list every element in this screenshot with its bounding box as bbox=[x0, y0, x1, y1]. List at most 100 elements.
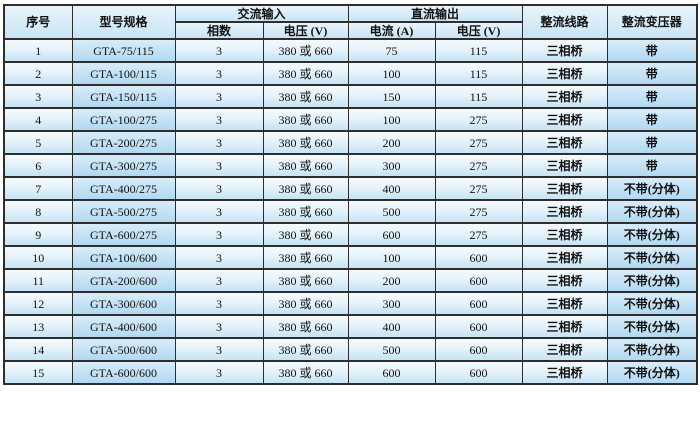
header-dc-current: 电流 (A) bbox=[347, 21, 436, 40]
cell-dc-current: 100 bbox=[347, 107, 436, 132]
cell-circuit: 三相桥 bbox=[521, 360, 608, 385]
cell-serial: 9 bbox=[3, 222, 73, 247]
cell-dc-voltage: 600 bbox=[434, 337, 523, 362]
cell-dc-voltage: 600 bbox=[434, 360, 523, 385]
cell-phases: 3 bbox=[174, 245, 264, 270]
cell-transformer: 不带(分体) bbox=[606, 245, 698, 270]
header-serial: 序号 bbox=[3, 4, 73, 40]
cell-ac-voltage: 380 或 660 bbox=[262, 84, 349, 109]
cell-phases: 3 bbox=[174, 107, 264, 132]
cell-transformer: 带 bbox=[606, 61, 698, 86]
cell-circuit: 三相桥 bbox=[521, 130, 608, 155]
header-group-dc-output: 直流输出 bbox=[347, 4, 523, 23]
header-rectifier-transformer: 整流变压器 bbox=[606, 4, 698, 40]
cell-serial: 7 bbox=[3, 176, 73, 201]
cell-circuit: 三相桥 bbox=[521, 38, 608, 63]
cell-phases: 3 bbox=[174, 314, 264, 339]
cell-phases: 3 bbox=[174, 38, 264, 63]
cell-transformer: 不带(分体) bbox=[606, 291, 698, 316]
cell-transformer: 不带(分体) bbox=[606, 314, 698, 339]
cell-serial: 1 bbox=[3, 38, 73, 63]
cell-dc-voltage: 275 bbox=[434, 153, 523, 178]
cell-model: GTA-100/275 bbox=[71, 107, 176, 132]
cell-model: GTA-600/275 bbox=[71, 222, 176, 247]
cell-ac-voltage: 380 或 660 bbox=[262, 314, 349, 339]
cell-transformer: 带 bbox=[606, 153, 698, 178]
header-group-ac-input: 交流输入 bbox=[174, 4, 349, 23]
cell-transformer: 带 bbox=[606, 38, 698, 63]
cell-dc-current: 75 bbox=[347, 38, 436, 63]
cell-ac-voltage: 380 或 660 bbox=[262, 130, 349, 155]
cell-ac-voltage: 380 或 660 bbox=[262, 176, 349, 201]
cell-model: GTA-400/275 bbox=[71, 176, 176, 201]
cell-dc-voltage: 275 bbox=[434, 107, 523, 132]
cell-model: GTA-600/600 bbox=[71, 360, 176, 385]
cell-phases: 3 bbox=[174, 153, 264, 178]
cell-ac-voltage: 380 或 660 bbox=[262, 245, 349, 270]
cell-serial: 5 bbox=[3, 130, 73, 155]
cell-dc-current: 300 bbox=[347, 153, 436, 178]
cell-phases: 3 bbox=[174, 176, 264, 201]
cell-serial: 12 bbox=[3, 291, 73, 316]
cell-circuit: 三相桥 bbox=[521, 245, 608, 270]
cell-dc-voltage: 275 bbox=[434, 222, 523, 247]
cell-circuit: 三相桥 bbox=[521, 291, 608, 316]
cell-serial: 2 bbox=[3, 61, 73, 86]
table-row: 6 GTA-300/275 3 380 或 660 300 275 三相桥带 bbox=[3, 153, 698, 178]
table-row: 14 GTA-500/600 3 380 或 660 500 600 三相桥 不带(分体) bbox=[3, 337, 698, 362]
cell-dc-current: 150 bbox=[347, 84, 436, 109]
cell-dc-voltage: 600 bbox=[434, 245, 523, 270]
cell-ac-voltage: 380 或 660 bbox=[262, 222, 349, 247]
cell-transformer: 带 bbox=[606, 107, 698, 132]
table-row: 13 GTA-400/600 3 380 或 660 400 600 三相桥 不带(分体) bbox=[3, 314, 698, 339]
cell-ac-voltage: 380 或 660 bbox=[262, 107, 349, 132]
cell-phases: 3 bbox=[174, 360, 264, 385]
cell-circuit: 三相桥 bbox=[521, 153, 608, 178]
cell-transformer: 带 bbox=[606, 130, 698, 155]
cell-circuit: 三相桥 bbox=[521, 84, 608, 109]
cell-circuit: 三相桥 bbox=[521, 107, 608, 132]
cell-dc-voltage: 275 bbox=[434, 199, 523, 224]
cell-serial: 8 bbox=[3, 199, 73, 224]
cell-circuit: 三相桥 bbox=[521, 199, 608, 224]
cell-serial: 15 bbox=[3, 360, 73, 385]
cell-phases: 3 bbox=[174, 84, 264, 109]
header-row-subcolumns: 相数 电压 (V) 电流 (A) 电压 (V) bbox=[4, 21, 697, 40]
table-row: 3 GTA-150/115 3 380 或 660 150 115 三相桥带 bbox=[3, 84, 698, 109]
cell-transformer: 不带(分体) bbox=[606, 360, 698, 385]
cell-model: GTA-300/275 bbox=[71, 153, 176, 178]
cell-dc-voltage: 600 bbox=[434, 291, 523, 316]
cell-dc-voltage: 115 bbox=[434, 61, 523, 86]
cell-circuit: 三相桥 bbox=[521, 61, 608, 86]
cell-model: GTA-150/115 bbox=[71, 84, 176, 109]
cell-ac-voltage: 380 或 660 bbox=[262, 199, 349, 224]
table-body: 1 GTA-75/115 3 380 或 660 75 115 三相桥带 2 GTA-100/1… bbox=[3, 38, 698, 385]
cell-dc-current: 100 bbox=[347, 245, 436, 270]
cell-serial: 13 bbox=[3, 314, 73, 339]
table-row: 8 GTA-500/275 3 380 或 660 500 275 三相桥 不带(分体) bbox=[3, 199, 698, 224]
cell-transformer: 不带(分体) bbox=[606, 222, 698, 247]
header-model: 型号规格 bbox=[71, 4, 176, 40]
cell-ac-voltage: 380 或 660 bbox=[262, 268, 349, 293]
table-row: 5 GTA-200/275 3 380 或 660 200 275 三相桥带 bbox=[3, 130, 698, 155]
cell-phases: 3 bbox=[174, 291, 264, 316]
cell-ac-voltage: 380 或 660 bbox=[262, 291, 349, 316]
cell-dc-current: 500 bbox=[347, 199, 436, 224]
cell-serial: 11 bbox=[3, 268, 73, 293]
cell-circuit: 三相桥 bbox=[521, 337, 608, 362]
cell-phases: 3 bbox=[174, 199, 264, 224]
cell-serial: 6 bbox=[3, 153, 73, 178]
cell-serial: 3 bbox=[3, 84, 73, 109]
cell-ac-voltage: 380 或 660 bbox=[262, 360, 349, 385]
cell-model: GTA-100/600 bbox=[71, 245, 176, 270]
cell-transformer: 不带(分体) bbox=[606, 199, 698, 224]
cell-serial: 10 bbox=[3, 245, 73, 270]
table-row: 7 GTA-400/275 3 380 或 660 400 275 三相桥 不带(分体) bbox=[3, 176, 698, 201]
cell-ac-voltage: 380 或 660 bbox=[262, 38, 349, 63]
table-header: 序号 型号规格 交流输入 直流输出 整流线路 整流变压器 相数 电压 (V) 电… bbox=[3, 4, 698, 40]
cell-ac-voltage: 380 或 660 bbox=[262, 153, 349, 178]
cell-ac-voltage: 380 或 660 bbox=[262, 61, 349, 86]
cell-serial: 14 bbox=[3, 337, 73, 362]
table-row: 2 GTA-100/115 3 380 或 660 100 115 三相桥带 bbox=[3, 61, 698, 86]
cell-dc-current: 500 bbox=[347, 337, 436, 362]
